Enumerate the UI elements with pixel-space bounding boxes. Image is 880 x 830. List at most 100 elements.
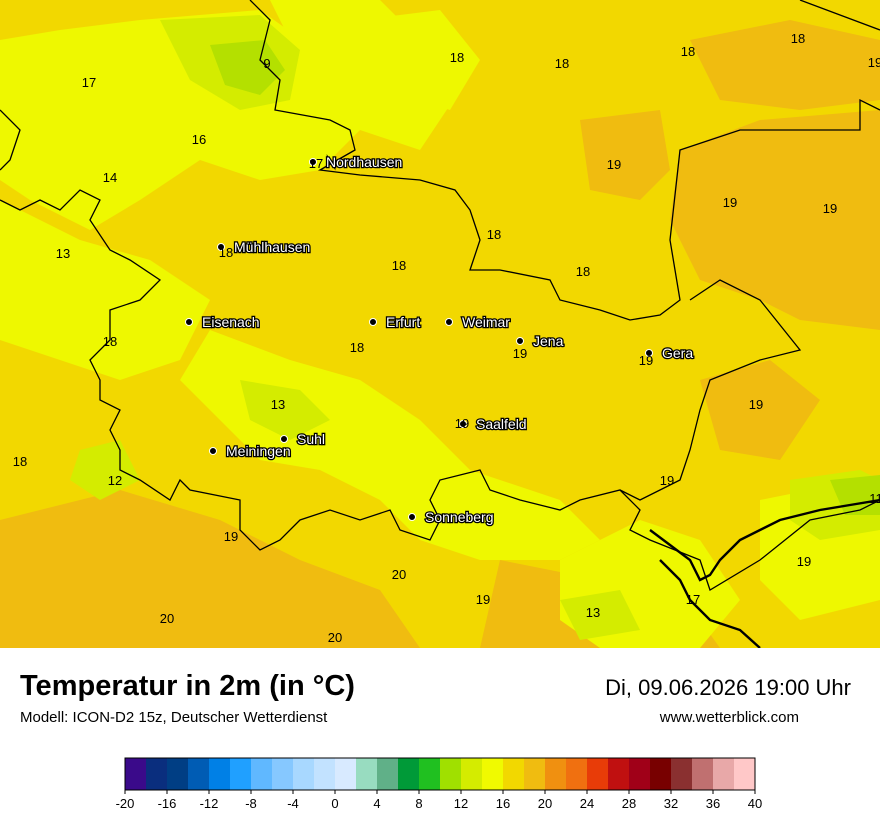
city-label-gera: Gera <box>662 345 693 361</box>
temperature-value: 18 <box>487 227 501 242</box>
scale-color-box <box>230 758 252 790</box>
scale-tick-label: 12 <box>454 796 468 811</box>
scale-color-box <box>692 758 714 790</box>
scale-tick-label: 0 <box>331 796 338 811</box>
city-label-sonneberg: Sonneberg <box>425 509 494 525</box>
city-dot-eisenach <box>185 318 193 326</box>
city-dot-saalfeld <box>459 420 467 428</box>
city-dot-meiningen <box>209 447 217 455</box>
scale-color-box <box>713 758 735 790</box>
temperature-value: 19 <box>455 416 469 431</box>
scale-color-box <box>545 758 567 790</box>
temperature-value: 17 <box>82 75 96 90</box>
temperature-value: 16 <box>192 132 206 147</box>
city-dot-sonneberg <box>408 513 416 521</box>
city-dot-jena <box>516 337 524 345</box>
scale-outline <box>124 757 756 791</box>
scale-color-box <box>167 758 189 790</box>
temperature-value: 18 <box>350 340 364 355</box>
scale-color-box <box>650 758 672 790</box>
city-dot-erfurt <box>369 318 377 326</box>
scale-color-box <box>587 758 609 790</box>
temperature-value: 19 <box>476 592 490 607</box>
scale-tick-label: 20 <box>538 796 552 811</box>
scale-color-box <box>440 758 462 790</box>
scale-color-box <box>272 758 294 790</box>
city-dot-mühlhausen <box>217 243 225 251</box>
temperature-value: 13 <box>271 397 285 412</box>
city-dot-nordhausen <box>309 158 317 166</box>
state-borders <box>0 0 880 591</box>
scale-tick-label: -8 <box>245 796 257 811</box>
temperature-value: 19 <box>723 195 737 210</box>
temperature-value: 18 <box>13 454 27 469</box>
temperature-value: 19 <box>513 346 527 361</box>
temperature-value: 19 <box>607 157 621 172</box>
temperature-value: 19 <box>224 529 238 544</box>
scale-tick-label: 32 <box>664 796 678 811</box>
color-scale-ticks: -20 -16 -12 -8 -4 0 4 8 12 16 20 24 28 32 36 40 <box>116 790 762 811</box>
scale-color-box <box>503 758 525 790</box>
scale-color-box <box>482 758 504 790</box>
scale-color-box <box>524 758 546 790</box>
city-label-erfurt: Erfurt <box>386 314 420 330</box>
temperature-value: 19 <box>797 554 811 569</box>
temperature-value: 19 <box>868 55 880 70</box>
temperature-value: 14 <box>103 170 117 185</box>
city-dot-gera <box>645 349 653 357</box>
scale-tick-label: 24 <box>580 796 594 811</box>
scale-color-box <box>314 758 336 790</box>
temperature-value: 20 <box>160 611 174 626</box>
warm-areas <box>0 20 880 648</box>
temperature-value: 9 <box>263 56 270 71</box>
scale-tick-label: -20 <box>116 796 135 811</box>
scale-tick-label: -12 <box>200 796 219 811</box>
scale-color-box <box>734 758 756 790</box>
city-label-meiningen: Meiningen <box>226 443 291 459</box>
temperature-value: 18 <box>576 264 590 279</box>
temperature-value: 17 <box>686 592 700 607</box>
scale-color-box <box>398 758 420 790</box>
scale-color-box <box>209 758 231 790</box>
temperature-values: 18 18 18 18 19 17 9 16 14 13 17 19 19 19 18 18 18 18 18 18 1… <box>13 31 880 645</box>
temperature-value: 18 <box>681 44 695 59</box>
scale-color-box <box>566 758 588 790</box>
scale-color-box <box>419 758 441 790</box>
scale-tick-label: 40 <box>748 796 762 811</box>
city-label-weimar: Weimar <box>462 314 510 330</box>
coldest-areas <box>210 40 880 515</box>
scale-color-box <box>461 758 483 790</box>
city-dot-suhl <box>280 435 288 443</box>
scale-tick-label: -4 <box>287 796 299 811</box>
scale-color-box <box>293 758 315 790</box>
temperature-value: 19 <box>639 353 653 368</box>
temperature-value: 12 <box>108 473 122 488</box>
temperature-value: 19 <box>823 201 837 216</box>
temperature-map: Nordhausen Mühlhausen Eisenach Erfurt Weimar… <box>0 0 880 648</box>
scale-color-box <box>335 758 357 790</box>
city-label-nordhausen: Nordhausen <box>326 154 402 170</box>
city-label-eisenach: Eisenach <box>202 314 260 330</box>
temperature-value: 18 <box>450 50 464 65</box>
temperature-value: 17 <box>309 156 323 171</box>
temperature-value: 13 <box>56 246 70 261</box>
temperature-value: 20 <box>328 630 342 645</box>
scale-tick-label: 4 <box>373 796 380 811</box>
city-label-suhl: Suhl <box>297 431 325 447</box>
scale-tick-label: 36 <box>706 796 720 811</box>
scale-color-box <box>125 758 147 790</box>
scale-tick-label: 16 <box>496 796 510 811</box>
country-border <box>649 498 880 648</box>
temperature-value: 13 <box>586 605 600 620</box>
temperature-value: 18 <box>103 334 117 349</box>
website-link[interactable]: www.wetterblick.com <box>659 709 799 726</box>
chart-title: Temperatur in 2m (in °C) <box>20 670 355 702</box>
scale-color-box <box>146 758 168 790</box>
color-scale-boxes <box>124 757 756 791</box>
temperature-value: 18 <box>791 31 805 46</box>
city-label-jena: Jena <box>533 333 564 349</box>
scale-color-box <box>356 758 378 790</box>
scale-color-box <box>608 758 630 790</box>
color-scale-legend: -20 -16 -12 -8 -4 0 4 8 12 16 20 24 28 32 36 40 <box>116 757 762 811</box>
scale-color-box <box>251 758 273 790</box>
